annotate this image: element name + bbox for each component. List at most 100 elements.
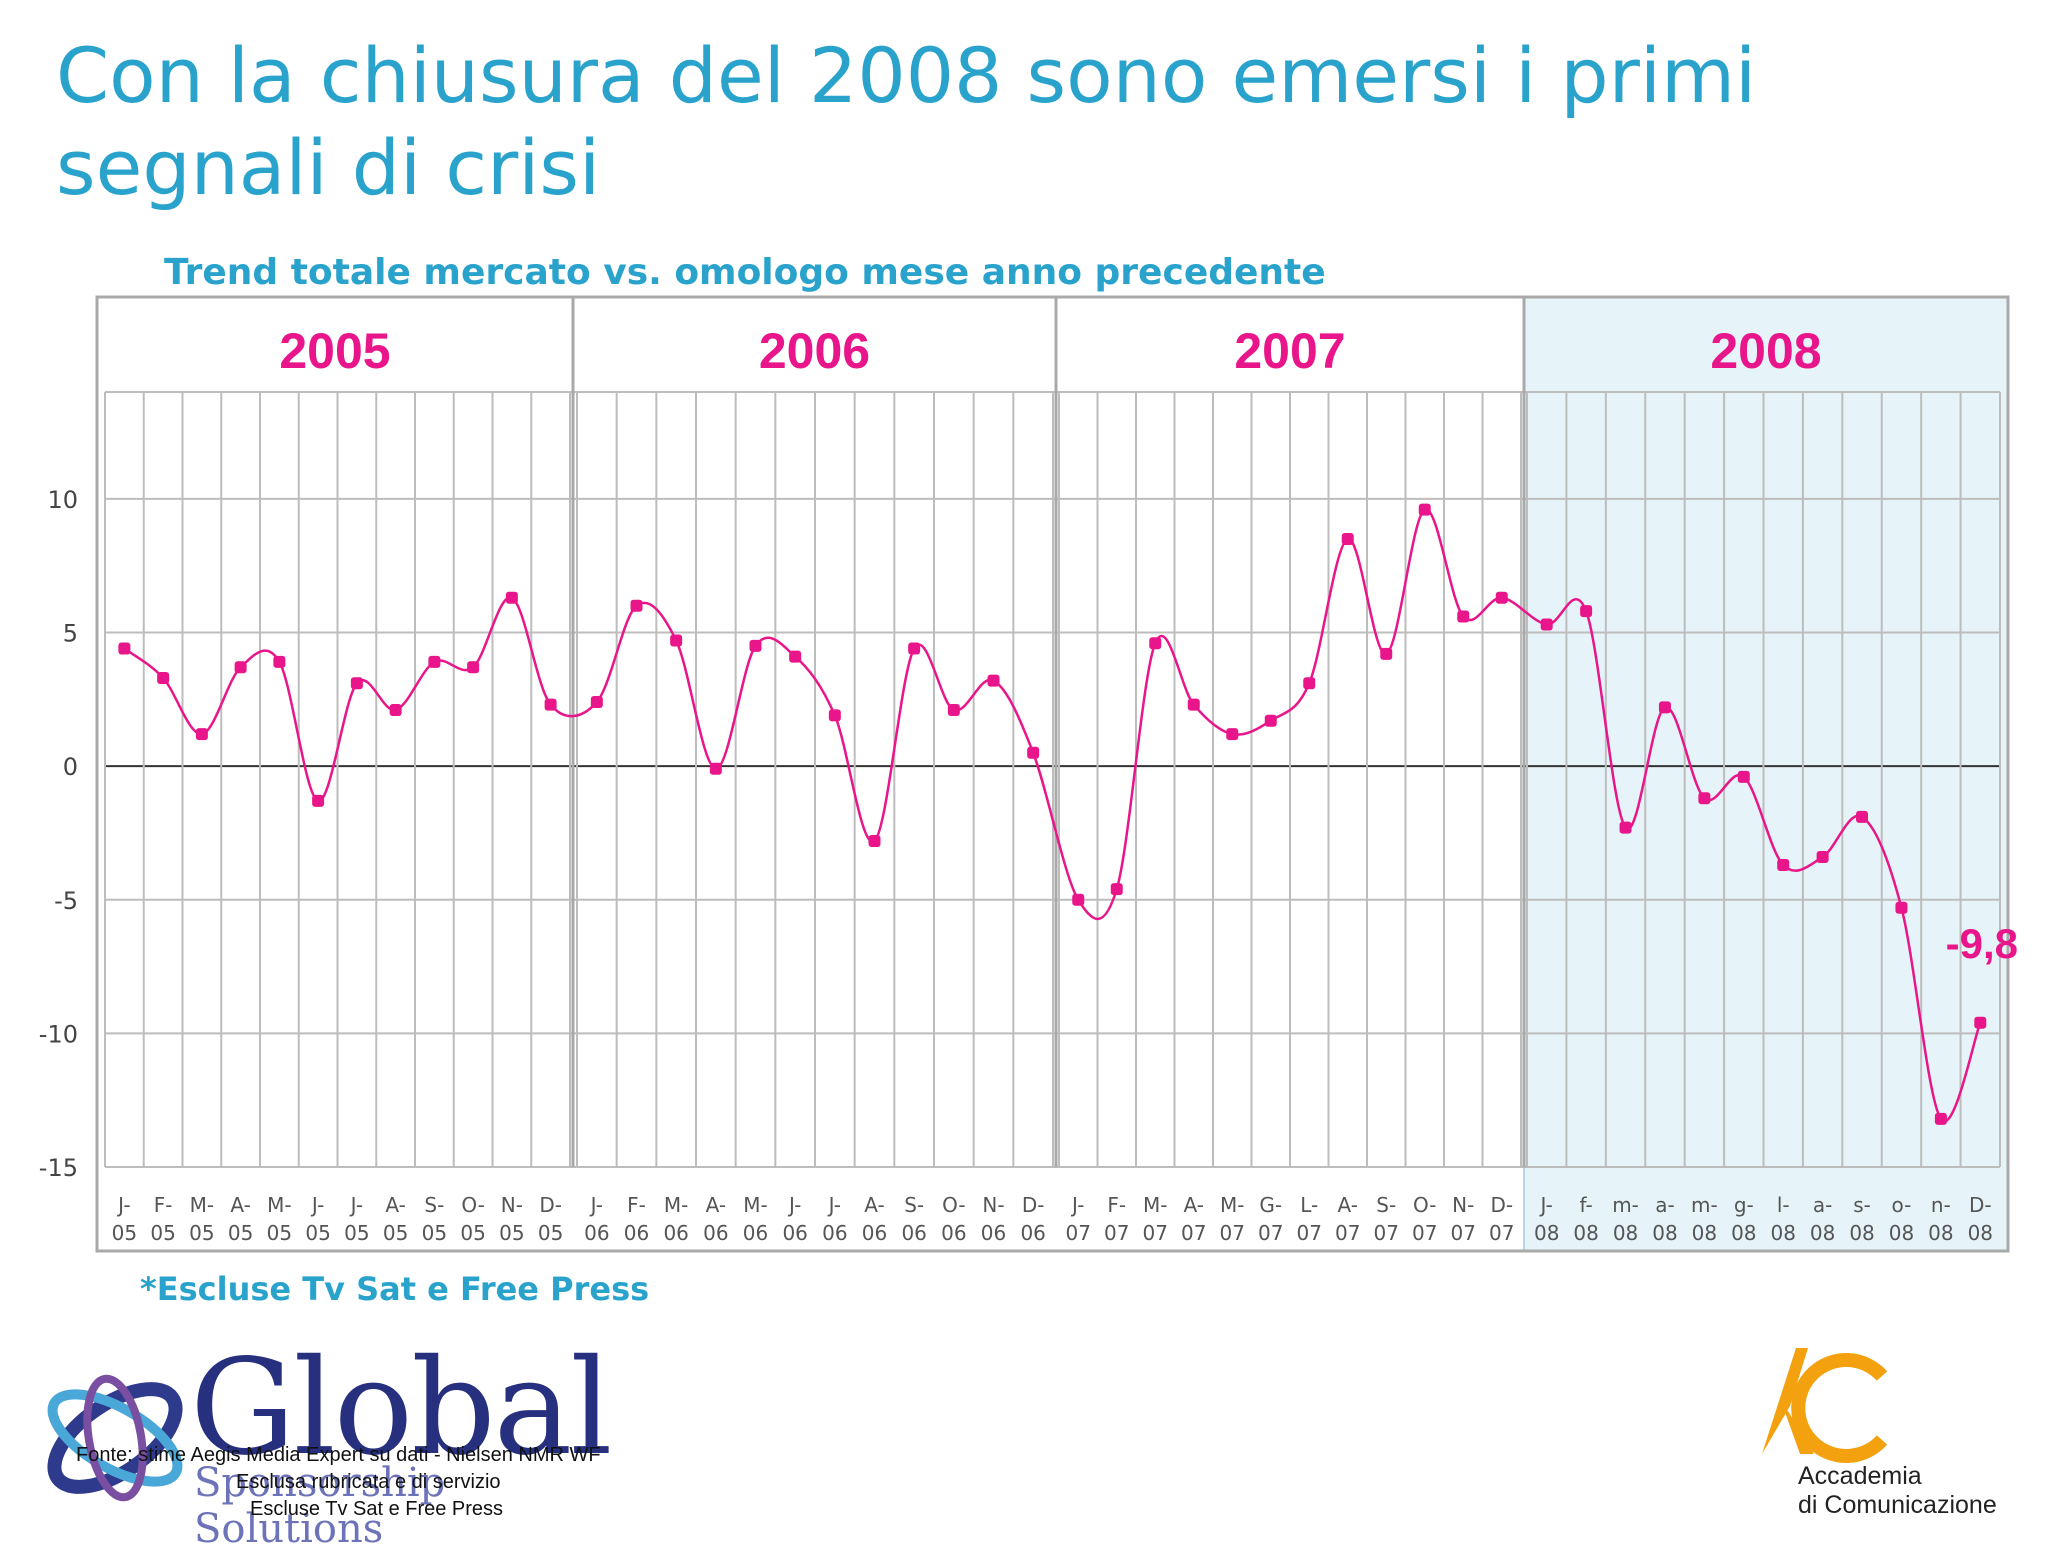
data-point xyxy=(544,698,557,711)
data-point xyxy=(670,634,683,647)
year-header-2005: 2005 xyxy=(279,323,390,379)
x-tick-label: 07 xyxy=(1220,1221,1245,1245)
x-tick-label: 05 xyxy=(422,1221,447,1245)
x-tick-label: o- xyxy=(1892,1193,1912,1217)
x-tick-label: a- xyxy=(1655,1193,1674,1217)
data-point xyxy=(1658,701,1671,714)
x-tick-label: a- xyxy=(1813,1193,1832,1217)
accademia-line2: di Comunicazione xyxy=(1798,1491,1997,1519)
x-tick-label: 06 xyxy=(782,1221,807,1245)
data-point xyxy=(1380,647,1393,660)
x-tick-label: D- xyxy=(539,1193,562,1217)
x-tick-label: J- xyxy=(589,1193,603,1217)
chart-frame xyxy=(95,295,2010,1253)
x-tick-label: A- xyxy=(864,1193,884,1217)
x-tick-label: 08 xyxy=(1652,1221,1677,1245)
x-tick-label: 08 xyxy=(1889,1221,1914,1245)
x-tick-label: 07 xyxy=(1489,1221,1514,1245)
data-point xyxy=(312,794,325,807)
x-tick-label: 06 xyxy=(624,1221,649,1245)
x-tick-label: 08 xyxy=(1810,1221,1835,1245)
x-tick-label: 05 xyxy=(538,1221,563,1245)
x-tick-label: 05 xyxy=(499,1221,524,1245)
x-tick-label: 06 xyxy=(901,1221,926,1245)
x-tick-label: 07 xyxy=(1258,1221,1283,1245)
x-tick-label: 05 xyxy=(112,1221,137,1245)
x-tick-label: A- xyxy=(230,1193,250,1217)
data-point xyxy=(1777,859,1790,872)
x-tick-label: F- xyxy=(627,1193,646,1217)
x-tick-label: O- xyxy=(1413,1193,1437,1217)
x-tick-label: 08 xyxy=(1692,1221,1717,1245)
data-point xyxy=(908,642,921,655)
data-point xyxy=(1934,1112,1947,1125)
data-point xyxy=(157,671,170,684)
x-tick-label: 07 xyxy=(1104,1221,1129,1245)
x-tick-label: 07 xyxy=(1297,1221,1322,1245)
x-tick-label: 07 xyxy=(1412,1221,1437,1245)
data-point xyxy=(195,728,208,741)
x-tick-label: S- xyxy=(1376,1193,1396,1217)
data-point xyxy=(1816,851,1829,863)
y-tick-label: -15 xyxy=(39,1154,78,1182)
data-point xyxy=(1540,618,1553,631)
x-tick-label: J- xyxy=(787,1193,801,1217)
x-tick-label: 06 xyxy=(941,1221,966,1245)
x-tick-label: S- xyxy=(424,1193,444,1217)
data-point xyxy=(118,642,131,655)
x-tick-label: l- xyxy=(1777,1193,1790,1217)
data-point xyxy=(467,661,480,674)
x-tick-label: m- xyxy=(1691,1193,1718,1217)
data-point xyxy=(273,655,286,668)
data-point xyxy=(1974,1016,1987,1029)
year-header-2008: 2008 xyxy=(1710,323,1821,379)
x-tick-label: 05 xyxy=(305,1221,330,1245)
global-swirl-icon xyxy=(47,1374,183,1502)
source-note: Fonte: stime Aegis Media Expert su dati … xyxy=(76,1442,776,1523)
accademia-line1: Accademia xyxy=(1798,1462,1922,1490)
data-point xyxy=(1110,883,1123,896)
x-tick-label: D- xyxy=(1969,1193,1992,1217)
x-tick-label: D- xyxy=(1022,1193,1045,1217)
source-line: Fonte: stime Aegis Media Expert su dati … xyxy=(76,1444,601,1466)
data-point xyxy=(1341,532,1354,545)
y-tick-label: 10 xyxy=(47,486,78,514)
slide-title: Con la chiusura del 2008 sono emersi i p… xyxy=(56,31,1757,212)
x-tick-label: M- xyxy=(1143,1193,1167,1217)
x-tick-label: N- xyxy=(1452,1193,1474,1217)
x-tick-label: 06 xyxy=(981,1221,1006,1245)
data-point xyxy=(1027,746,1040,759)
x-tick-label: 08 xyxy=(1731,1221,1756,1245)
footnote: *Escluse Tv Sat e Free Press xyxy=(140,1270,650,1308)
x-tick-label: 05 xyxy=(344,1221,369,1245)
x-tick-label: 07 xyxy=(1143,1221,1168,1245)
x-tick-label: 08 xyxy=(1534,1221,1559,1245)
x-tick-label: 05 xyxy=(267,1221,292,1245)
x-tick-label: 08 xyxy=(1770,1221,1795,1245)
data-point xyxy=(987,674,1000,687)
source-line: Esclusa rubricata e di servizio xyxy=(236,1471,501,1493)
data-point xyxy=(590,696,603,708)
y-tick-label: -5 xyxy=(54,887,78,915)
data-point xyxy=(1149,637,1162,650)
x-tick-label: 07 xyxy=(1451,1221,1476,1245)
data-point xyxy=(505,591,518,604)
x-tick-label: g- xyxy=(1734,1193,1754,1217)
x-tick-label: 06 xyxy=(1020,1221,1045,1245)
x-tick-label: J- xyxy=(310,1193,324,1217)
year-header-2006: 2006 xyxy=(759,323,870,379)
x-tick-label: 05 xyxy=(150,1221,175,1245)
y-tick-label: -10 xyxy=(39,1020,78,1048)
x-tick-label: 05 xyxy=(189,1221,214,1245)
x-tick-label: M- xyxy=(664,1193,688,1217)
data-point xyxy=(789,650,802,663)
x-tick-label: 08 xyxy=(1849,1221,1874,1245)
data-point xyxy=(234,661,247,674)
x-tick-label: A- xyxy=(1184,1193,1204,1217)
x-tick-label: 06 xyxy=(743,1221,768,1245)
data-point xyxy=(1264,714,1277,727)
data-point xyxy=(350,677,363,690)
x-tick-label: 06 xyxy=(822,1221,847,1245)
x-tick-label: A- xyxy=(1338,1193,1358,1217)
data-point xyxy=(709,762,722,775)
